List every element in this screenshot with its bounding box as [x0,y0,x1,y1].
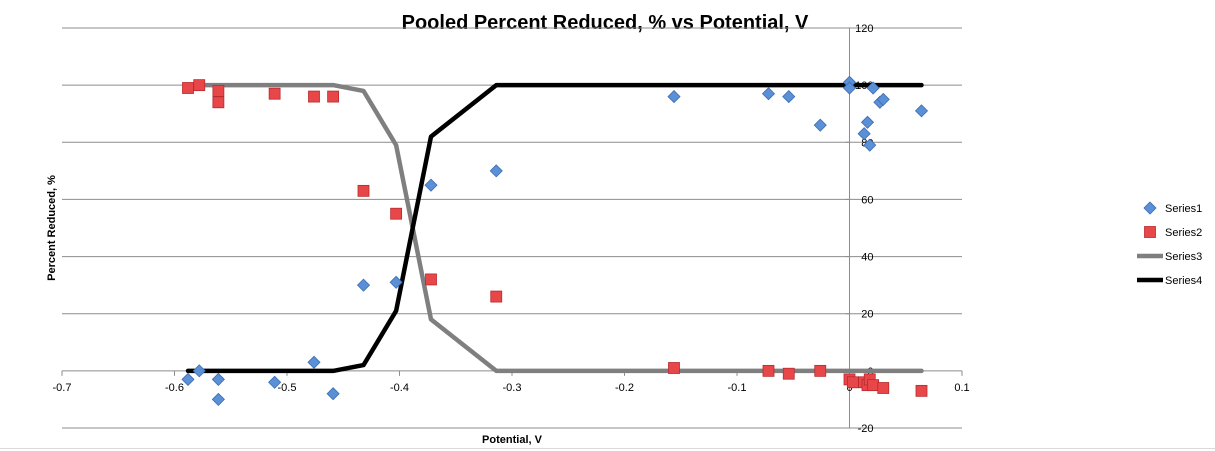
series4-line [185,82,924,374]
x-tick-label: -0.6 [165,382,184,394]
series1-point [860,115,875,129]
series1-point [389,275,403,289]
legend-label-series1: Series1 [1165,203,1202,215]
series1-point [761,87,776,101]
legend-label-series3: Series3 [1165,251,1202,263]
series1-point [667,90,681,104]
series2-point [877,382,890,394]
series1-point [192,364,206,378]
series1-point [211,372,225,386]
series1-point [842,81,857,95]
series1-point [211,392,225,406]
chart-title: Pooled Percent Reduced, % vs Potential, … [402,12,809,34]
series2-point [814,364,827,377]
bottom-divider [0,448,1215,449]
series2-point [846,376,859,389]
x-tick-label: 0.1 [954,382,969,394]
y-tick-label: 40 [861,252,873,264]
series2-point [182,82,194,94]
series2-point [915,384,928,397]
series1-point [857,127,871,141]
legend-swatch-series2 [1144,226,1156,238]
y-tick-label: 120 [855,23,873,35]
legend-label-series2: Series2 [1165,227,1202,239]
series-lines [185,82,924,374]
series2-point [193,79,206,92]
y-tick-label: -20 [858,423,874,435]
series1-point [813,118,827,132]
series2-point [867,379,880,392]
series1-point [268,375,282,389]
x-tick-label: -0.2 [615,382,634,394]
x-tick-label: -0.4 [390,382,409,394]
series2-point [357,184,370,197]
series1-point [914,104,929,118]
x-tick-label: -0.5 [278,382,297,394]
series2-point [212,96,225,109]
series1-point [863,138,877,152]
series1-point [876,92,890,106]
series2-point [308,90,320,103]
series2-point [390,207,403,220]
y-tick-label: 20 [861,309,873,321]
series1-point [782,90,796,104]
series2-point [327,90,340,103]
x-tick-label: -0.1 [728,382,747,394]
legend-swatch-series1 [1143,201,1157,215]
x-axis-title: Potential, V [482,434,543,446]
series2-point [268,87,281,100]
x-tick-label: -0.3 [503,382,522,394]
series2-point [212,84,225,97]
series1-point [307,355,321,369]
legend: Series1 Series2 Series3 Series4 [1137,201,1202,287]
x-tick-label: -0.7 [53,382,72,394]
series1-point [326,387,340,401]
plot-area: -0.7-0.6-0.5-0.4-0.3-0.2-0.100.1 -200204… [53,23,970,435]
series1-point [356,278,371,292]
series1-point [866,81,880,95]
series1-point [181,372,195,386]
series1-point [424,178,438,192]
series2-point [782,367,795,380]
y-axis-title: Percent Reduced, % [46,175,58,281]
y-tick-label: 60 [861,194,873,206]
series2-point [490,290,503,303]
series3-line [185,82,924,374]
legend-label-series4: Series4 [1165,275,1202,287]
series2-point [425,273,437,286]
series-markers [181,75,929,406]
series1-point [489,164,503,178]
series2-point [668,362,680,374]
series2-point [762,364,775,377]
